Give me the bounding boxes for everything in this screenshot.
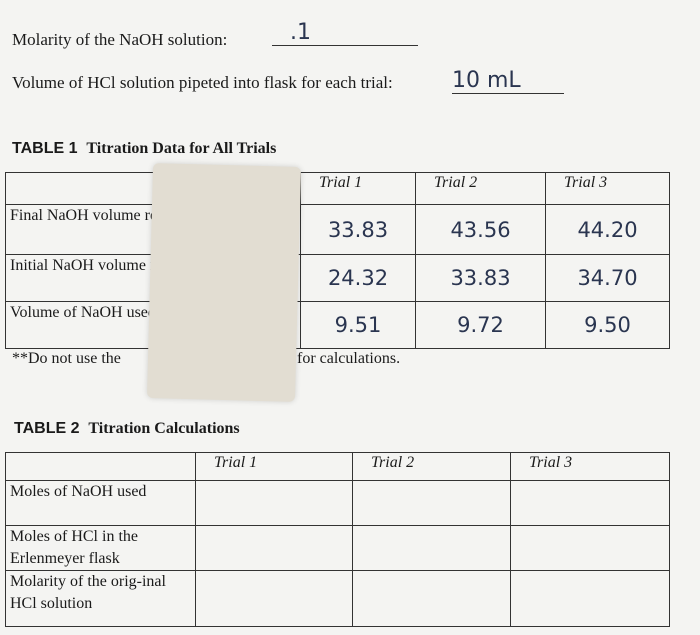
- table1-label: TABLE 1: [12, 140, 78, 157]
- volume-value: 10 mL: [452, 68, 564, 94]
- column-header: Trial 2: [352, 452, 511, 481]
- table1-title: TABLE 1 Titration Data for All Trials: [12, 140, 276, 158]
- empty-cell: [195, 570, 353, 627]
- value-cell: 44.20: [545, 204, 670, 255]
- empty-cell: [195, 480, 353, 526]
- value-cell: 34.70: [545, 254, 670, 302]
- column-header: Trial 3: [545, 172, 670, 205]
- table1-note-start: **Do not use the: [12, 350, 121, 367]
- table2: Trial 1 Trial 2 Trial 3 Moles of NaOH used M…: [5, 452, 670, 627]
- empty-cell: [352, 570, 511, 627]
- value-cell: 33.83: [300, 204, 416, 255]
- row-label: Moles of NaOH used: [5, 480, 196, 526]
- empty-cell: [352, 480, 511, 526]
- row-label: Molarity of the orig-inal HCl solution: [5, 570, 196, 627]
- row: Moles of HCl in the Erlenmeyer flask: [5, 525, 670, 571]
- column-header: Trial 1: [195, 452, 353, 481]
- value-cell: 43.56: [415, 204, 546, 255]
- column-header: Trial 3: [510, 452, 670, 481]
- empty-cell: [352, 525, 511, 571]
- table1-note-end: for calculations.: [297, 350, 401, 367]
- value-cell: 24.32: [300, 254, 416, 302]
- molarity-label: Molarity of the NaOH solution:: [12, 30, 228, 49]
- table2-title: TABLE 2 Titration Calculations: [14, 420, 240, 438]
- table1-subtitle: Titration Data for All Trials: [86, 140, 277, 157]
- empty-cell: [510, 480, 670, 526]
- table2-label: TABLE 2: [14, 420, 80, 437]
- value-cell: 33.83: [415, 254, 546, 302]
- row-label: Moles of HCl in the Erlenmeyer flask: [5, 525, 196, 571]
- sticker: [146, 163, 302, 402]
- empty-cell: [510, 570, 670, 627]
- volume-label: Volume of HCl solution pipeted into flas…: [12, 73, 393, 92]
- value-cell: 9.51: [300, 301, 416, 349]
- column-header: Trial 2: [415, 172, 546, 205]
- molarity-value: .1: [272, 20, 418, 46]
- row: Final NaOH volume reading 33.83 43.56 44.20: [5, 204, 670, 255]
- value-cell: 9.72: [415, 301, 546, 349]
- row: Molarity of the orig-inal HCl solution: [5, 570, 670, 627]
- empty-cell: [195, 525, 353, 571]
- column-header: Trial 1: [300, 172, 416, 205]
- header-row: Trial 1 Trial 2 Trial 3: [5, 172, 670, 205]
- empty-cell: [510, 525, 670, 571]
- value-cell: 9.50: [545, 301, 670, 349]
- table2-subtitle: Titration Calculations: [88, 420, 240, 437]
- row: Volume of NaOH used 9.51 9.72 9.50: [5, 301, 670, 349]
- row: Initial NaOH volume reading 24.32 33.83 34.…: [5, 254, 670, 302]
- corner-cell: [5, 452, 196, 481]
- table1: Trial 1 Trial 2 Trial 3 Final NaOH volume r…: [5, 172, 670, 349]
- header-row: Trial 1 Trial 2 Trial 3: [5, 452, 670, 481]
- row: Moles of NaOH used: [5, 480, 670, 526]
